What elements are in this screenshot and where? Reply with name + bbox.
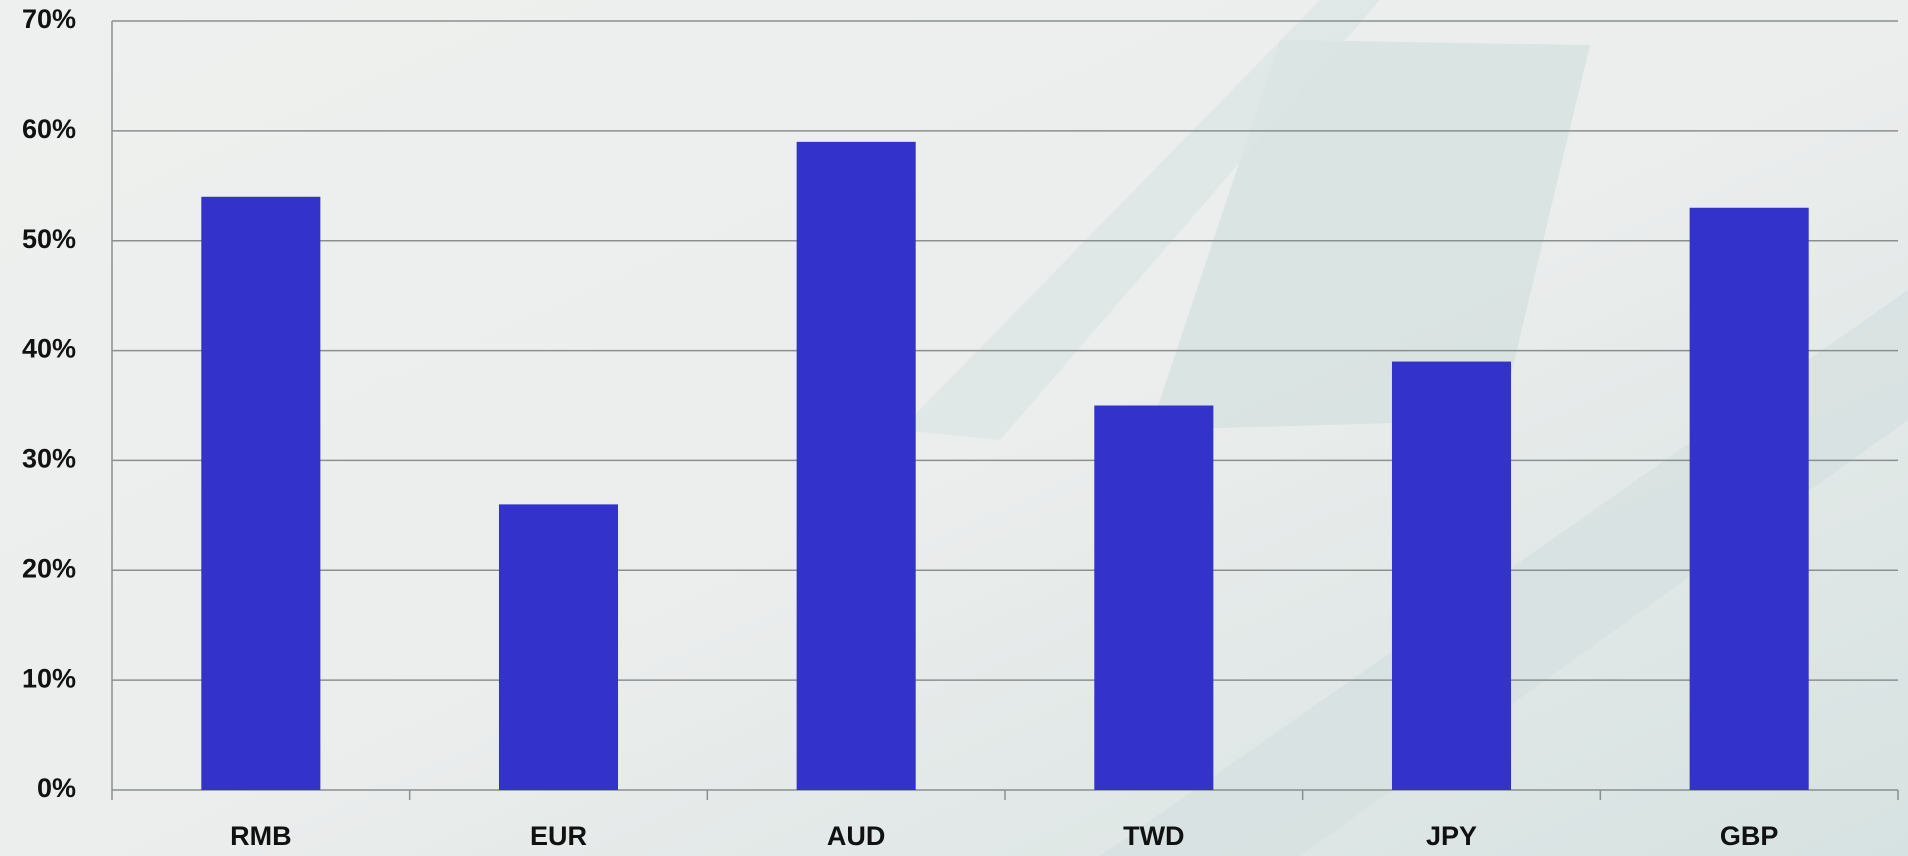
y-tick-label: 0%	[37, 773, 76, 803]
y-tick-label: 10%	[22, 663, 76, 693]
y-tick-label: 30%	[22, 444, 76, 474]
bar	[796, 141, 916, 791]
bar	[1391, 361, 1512, 790]
x-tick-label: TWD	[1123, 821, 1184, 851]
x-tick-label: GBP	[1720, 821, 1779, 851]
y-tick-label: 20%	[22, 553, 76, 583]
bar	[498, 504, 619, 790]
x-tick-label: EUR	[530, 821, 587, 851]
y-tick-label: 60%	[22, 114, 76, 144]
y-tick-label: 70%	[22, 4, 76, 34]
bar	[1094, 405, 1214, 790]
y-tick-label: 40%	[22, 334, 76, 364]
x-tick-label: JPY	[1426, 821, 1477, 851]
x-tick-label: RMB	[230, 821, 292, 851]
bar	[1689, 207, 1809, 790]
bar	[201, 196, 321, 790]
y-tick-label: 50%	[22, 224, 76, 254]
background-shape	[900, 0, 1380, 440]
x-tick-label: AUD	[827, 821, 886, 851]
